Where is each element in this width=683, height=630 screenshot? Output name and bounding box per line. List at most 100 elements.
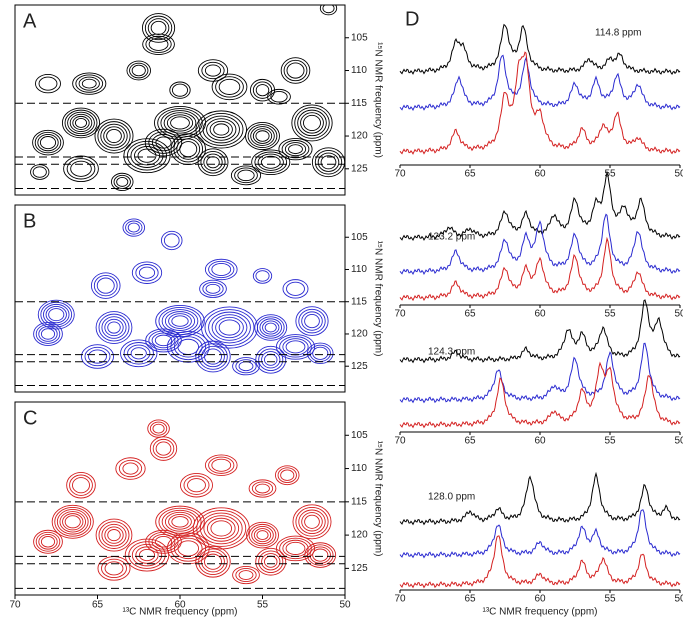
contour-line [275,465,300,486]
contour-line [312,548,329,562]
contour-line [101,316,127,339]
contour-line [282,279,309,299]
contour-line [148,37,169,51]
contour-line [40,301,73,328]
contour-line [81,344,114,369]
contour-line [248,479,277,498]
contour-line [262,320,280,335]
contour-line [61,107,101,139]
contour-line [158,307,202,336]
contour-line [94,118,134,154]
contour-line [304,542,337,568]
contour-line [204,454,238,476]
contour-line [173,336,203,358]
contour-line [218,319,241,336]
contour-line [145,35,172,53]
x-tick-label: 70 [394,169,406,180]
contour-line [197,59,229,82]
y-axis-label: ¹⁵N NMR frequency (ppm) [372,441,383,557]
contour-line [101,558,127,579]
contour-line [104,526,124,544]
contour-line [261,351,281,369]
contour-line [163,233,180,248]
panel-letter: C [23,407,37,429]
contour-line [256,316,285,339]
contour-line [173,537,203,560]
plot-frame [14,401,346,596]
contour-line [301,512,323,532]
contour-line [74,118,88,128]
contour-line [97,121,131,151]
contour-line [283,59,308,82]
contour-line [292,504,332,540]
spectrum-trace [399,361,681,429]
contour-line [125,220,143,235]
contour-line [201,345,225,368]
contour-line [206,517,236,540]
spectrum-trace [399,299,681,364]
contour-line [204,553,222,570]
x-tick-label: 70 [394,309,406,320]
contour-line [122,218,146,237]
contour-line [250,126,275,146]
contour-line [155,304,205,338]
contour-line [314,149,343,175]
contour-line [257,153,284,171]
contour-line [123,342,154,365]
x-axis-label: ¹³C NMR frequency (ppm) [482,607,597,618]
contour-line [35,531,61,552]
contour-line [198,343,228,370]
contour-line [203,515,240,542]
contour-line [237,169,255,182]
contour-line [171,516,189,528]
contour-line [152,423,165,434]
contour-line [298,509,326,535]
contour-line [199,113,244,146]
contours [33,218,334,376]
spectrum-trace [399,54,681,111]
contour-line [107,529,121,542]
x-tick-label: 65 [92,600,104,611]
contour-line [63,155,99,183]
x-tick-label: 50 [674,169,683,180]
y-tick-label: 120 [351,131,368,142]
contour-line [128,541,166,569]
y-tick-label: 125 [351,563,368,574]
contour-line [247,124,278,149]
contour-line [286,62,305,79]
spectrum-trace [399,170,681,242]
y-tick-label: 120 [351,329,368,340]
contour-line [238,361,254,372]
panel-letter: A [23,10,37,32]
spectrum-trace [399,51,681,155]
contour-line [171,83,189,97]
contour-line [48,308,65,322]
contour-line [118,459,143,478]
contour-line [218,78,241,95]
contour-line [151,533,176,550]
contour-line [199,512,243,545]
contour-line [95,311,133,344]
contour-line [64,109,98,137]
contour-line [40,328,56,340]
contour-line [168,513,192,530]
contour-line [45,306,67,324]
contour-line [177,338,200,355]
contour-line [62,513,84,531]
contour-line [144,128,183,157]
panel-letter: B [23,210,36,232]
contour-line [32,166,47,178]
contour-line [154,536,173,548]
x-tick-label: 65 [464,436,476,447]
y-tick-label: 125 [351,163,368,174]
contour-line [213,123,230,136]
contour-line [232,565,260,585]
contour-line [78,76,100,91]
contour-line [69,113,93,133]
contour-line [64,515,81,529]
contour-line [281,140,310,159]
contour-line [135,264,159,282]
spectrum-trace [399,342,681,404]
contour-line [34,131,62,154]
